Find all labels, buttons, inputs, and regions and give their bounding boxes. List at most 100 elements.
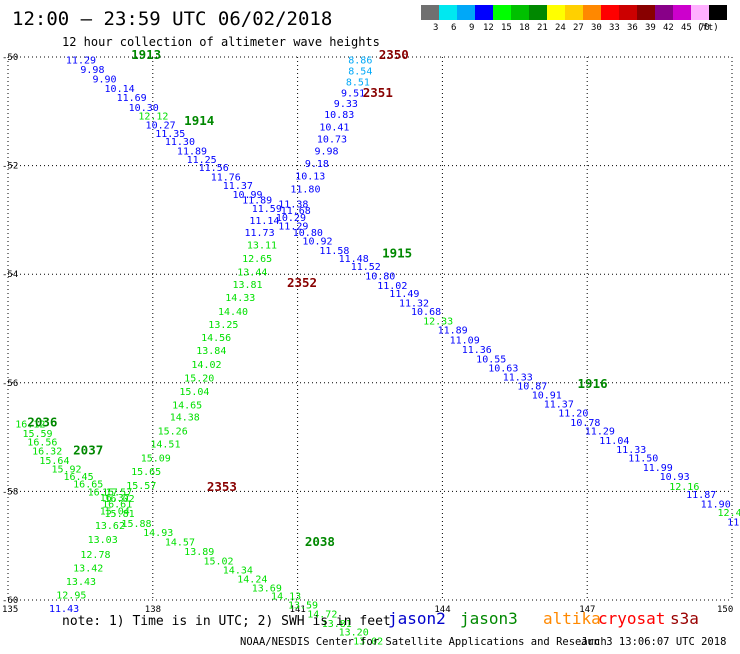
swh-observation: 15.81 <box>105 509 135 520</box>
pass-label: 1913 <box>131 47 161 62</box>
legend-swatch <box>655 5 673 20</box>
swh-observation: 11.56 <box>199 163 229 174</box>
swh-observation: 10.80 <box>365 271 395 282</box>
swh-observation: 14.13 <box>271 592 301 603</box>
swh-observation: 15.88 <box>121 519 151 530</box>
y-tick-label: -54 <box>2 270 18 280</box>
legend-label: 12 <box>483 23 494 33</box>
chart-title: 12:00 – 23:59 UTC 06/02/2018 <box>12 8 332 30</box>
swh-observation: 11.90 <box>701 499 731 510</box>
x-tick-label: 141 <box>290 605 306 615</box>
swh-observation: 13.43 <box>66 577 96 588</box>
swh-observation: 16.12 <box>15 420 45 431</box>
swh-observation: 15.09 <box>141 454 171 465</box>
swh-observation: 8.54 <box>348 67 372 78</box>
swh-observation: 13.42 <box>73 563 103 574</box>
pass-label: 1916 <box>578 376 608 391</box>
satellite-cryosat: cryosat <box>598 609 665 628</box>
legend-label: 42 <box>663 23 674 33</box>
swh-observation: 13.20 <box>339 627 369 638</box>
swh-observation: 11.29 <box>66 56 96 67</box>
swh-observation: 11.35 <box>155 129 185 140</box>
legend-swatch <box>439 5 457 20</box>
legend-label: 39 <box>645 23 656 33</box>
swh-observation: 11.32 <box>399 298 429 309</box>
legend-label: 15 <box>501 23 512 33</box>
legend-label: 27 <box>573 23 584 33</box>
swh-observation: 10.73 <box>317 134 347 145</box>
swh-observation: 11.89 <box>438 326 468 337</box>
swh-observation: 14.65 <box>172 401 202 412</box>
satellite-jason2: jason2 <box>388 609 446 628</box>
footer-timestamp: Jun 3 13:06:07 UTC 2018 <box>581 636 726 648</box>
pass-labels: 1913 1914 1915 1916 2036 2037 2038 2350 2351 2352… <box>27 47 607 549</box>
pass-label: 2038 <box>305 534 335 549</box>
swh-observation: 12.16 <box>669 482 699 493</box>
swh-observation: 13.02 <box>353 637 383 648</box>
swh-observation: 16.32 <box>32 447 62 458</box>
swh-observation: 16.37 <box>100 493 130 504</box>
swh-observation: 9.18 <box>305 159 329 170</box>
swh-observation: 11.99 <box>643 463 673 474</box>
legend-label: 6 <box>451 23 456 33</box>
legend-label: 18 <box>519 23 530 33</box>
pass-label: 2352 <box>287 275 317 290</box>
swh-observation: 13.69 <box>252 584 282 595</box>
swh-observation: 11.68 <box>281 206 311 217</box>
swh-observation: 11.80 <box>290 184 320 195</box>
swh-observation: 15.57 <box>126 481 156 492</box>
swh-observation: 11.02 <box>377 281 407 292</box>
swh-observation: 16.56 <box>27 437 57 448</box>
swh-observation: 10.80 <box>293 228 323 239</box>
chart-subtitle: 12 hour collection of altimeter wave hei… <box>62 35 380 49</box>
pass-label: 2036 <box>27 414 57 429</box>
x-tick-label: 150 <box>717 605 733 615</box>
legend-swatch <box>673 5 691 20</box>
legend-swatch <box>565 5 583 20</box>
swh-observation: 9.98 <box>80 65 104 76</box>
swh-observation: 14.24 <box>237 574 267 585</box>
swh-observation: 11.09 <box>450 335 480 346</box>
swh-observation: 13.03 <box>88 535 118 546</box>
swh-observation: 14.33 <box>225 293 255 304</box>
legend-label: 24 <box>555 23 566 33</box>
swh-observation: 15.92 <box>51 465 81 476</box>
swh-observation: 12.78 <box>80 550 110 561</box>
x-tick-label: 135 <box>2 605 18 615</box>
legend-label: 21 <box>537 23 548 33</box>
swh-observation: 14.51 <box>150 440 180 451</box>
y-tick-label: -56 <box>2 379 18 389</box>
satellite-s3a: s3a <box>670 609 699 628</box>
satellite-altika: altika <box>543 609 601 628</box>
swh-observation: 14.02 <box>191 360 221 371</box>
swh-observation: 14.38 <box>170 412 200 423</box>
legend-unit: (ft) <box>697 23 719 33</box>
swh-observation: 9.51 <box>341 88 365 99</box>
swh-observation: 16.65 <box>73 479 103 490</box>
swh-observation: 12.33 <box>423 316 453 327</box>
swh-observation: 11.87 <box>686 490 716 501</box>
swh-observation: 14.72 <box>307 610 337 621</box>
swh-observation: 10.91 <box>532 391 562 402</box>
swh-observation: 15.04 <box>100 506 130 517</box>
swh-observation: 15.04 <box>179 387 209 398</box>
legend-swatch <box>511 5 529 20</box>
swh-observation: 13.25 <box>208 320 238 331</box>
swh-observation: 10.14 <box>105 84 135 95</box>
pass-label: 1914 <box>184 113 214 128</box>
swh-observation: 11.36 <box>462 345 492 356</box>
swh-observation: 13.44 <box>237 267 267 278</box>
swh-observation: 10.93 <box>660 472 690 483</box>
pass-label: 2350 <box>379 47 409 62</box>
swh-observation: 13.59 <box>288 600 318 611</box>
swh-observation: 11.76 <box>211 172 241 183</box>
legend-label: 45 <box>681 23 692 33</box>
swh-observation: 10.78 <box>570 418 600 429</box>
legend-swatch <box>709 5 727 20</box>
swh-observation: 11.20 <box>558 409 588 420</box>
swh-observation: 15.57 <box>102 487 132 498</box>
legend-label: 3 <box>433 23 438 33</box>
swh-observation: 11.43 <box>49 604 79 615</box>
swh-observation: 10.63 <box>488 364 518 375</box>
